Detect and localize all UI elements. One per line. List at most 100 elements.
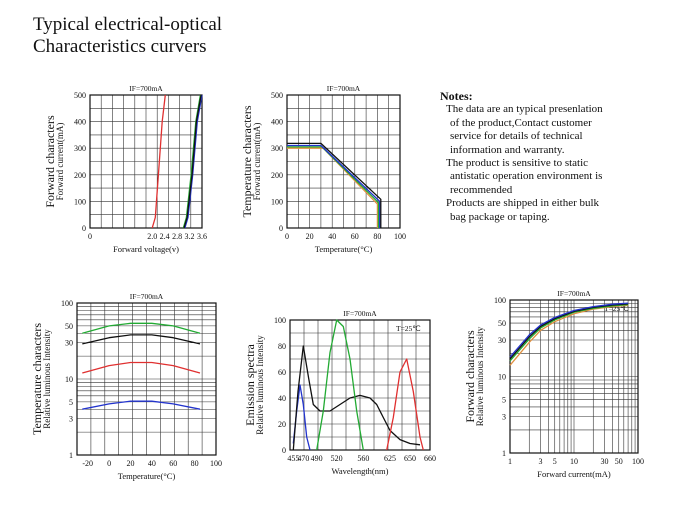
y-tick-label: 5 <box>69 398 73 407</box>
plot-frame <box>76 302 217 456</box>
series-line <box>183 94 202 229</box>
x-tick-label: 0 <box>107 459 111 468</box>
y-tick-label: 500 <box>74 91 86 100</box>
series-line <box>509 303 629 362</box>
y-tick-label: 30 <box>498 336 506 345</box>
x-tick-label: 0 <box>285 232 289 241</box>
notes-line: service for details of technical <box>450 130 583 143</box>
x-tick-label: 560 <box>357 454 369 463</box>
x-axis-label: Forward voltage(v) <box>113 244 179 254</box>
x-tick-label: 2.4 <box>160 232 170 241</box>
y-tick-label: 100 <box>61 299 73 308</box>
x-tick-label: 470 <box>297 454 309 463</box>
x-tick-label: 3.6 <box>197 232 207 241</box>
y-tick-label: 100 <box>274 316 286 325</box>
notes-line: Products are shipped in either bulk <box>446 197 600 210</box>
x-tick-label: 0 <box>88 232 92 241</box>
y-tick-label: 1 <box>69 451 73 460</box>
x-tick-label: 40 <box>328 232 336 241</box>
y-tick-label: 10 <box>498 373 506 382</box>
y-tick-label: 300 <box>74 144 86 153</box>
x-tick-label: 625 <box>384 454 396 463</box>
x-tick-label: 60 <box>351 232 359 241</box>
plot-frame <box>289 319 431 451</box>
x-tick-label: 10 <box>570 457 578 466</box>
series-line <box>287 146 380 228</box>
y-tick-label: 200 <box>271 171 283 180</box>
y-tick-label: 30 <box>65 339 73 348</box>
series-line <box>184 94 203 229</box>
x-tick-label: 2.0 <box>147 232 157 241</box>
x-tick-label: 3.2 <box>185 232 195 241</box>
y-axis-title: Temperature characters <box>30 323 44 435</box>
notes-line: information and warranty. <box>450 143 565 156</box>
y-tick-label: 3 <box>69 415 73 424</box>
chart-header: IF=700mA <box>343 309 377 318</box>
y-tick-label: 500 <box>271 91 283 100</box>
x-tick-label: 520 <box>331 454 343 463</box>
y-axis-label: Relative luminous Intensity <box>42 329 52 429</box>
series-line <box>82 322 201 334</box>
chart-note: T=25℃ <box>604 304 629 313</box>
series-line <box>151 94 166 229</box>
y-tick-label: 400 <box>271 118 283 127</box>
series-line <box>82 361 201 374</box>
plot-frame <box>89 94 203 229</box>
notes-line: The data are an typical presenlation <box>446 103 603 116</box>
series-line <box>386 358 424 451</box>
series-line <box>287 144 381 228</box>
y-axis-title: Emission spectra <box>243 344 257 426</box>
x-tick-label: 660 <box>424 454 436 463</box>
y-axis-title: Forward characters <box>43 115 57 208</box>
x-tick-label: 50 <box>615 457 623 466</box>
y-tick-label: 400 <box>74 118 86 127</box>
plot-frame <box>509 299 639 454</box>
chart-note: T=25℃ <box>396 324 421 333</box>
y-tick-label: 60 <box>278 368 286 377</box>
series-line <box>509 303 629 360</box>
y-axis-label: Relative luminous Intensity <box>255 335 265 435</box>
series-line <box>287 142 382 228</box>
y-tick-label: 20 <box>278 420 286 429</box>
y-tick-label: 0 <box>82 224 86 233</box>
series-line <box>509 304 629 366</box>
x-tick-label: 100 <box>210 459 222 468</box>
page-title: Typical electrical-optical Characteristi… <box>33 14 222 58</box>
x-axis-label: Wavelength(nm) <box>332 466 389 476</box>
y-axis-label: Relative luminous Intensity <box>475 326 485 426</box>
y-axis-label: Forward current(mA) <box>252 123 262 201</box>
x-tick-label: 40 <box>148 459 156 468</box>
y-tick-label: 40 <box>278 394 286 403</box>
y-tick-label: 300 <box>271 144 283 153</box>
y-tick-label: 0 <box>279 224 283 233</box>
y-tick-label: 50 <box>498 319 506 328</box>
chart-header: IF=700mA <box>129 84 163 93</box>
y-tick-label: 200 <box>74 171 86 180</box>
x-axis-label: Temperature(°C) <box>315 244 373 254</box>
x-tick-label: 100 <box>632 457 644 466</box>
chart-header: IF=700mA <box>327 84 361 93</box>
page-title-line-1: Typical electrical-optical <box>33 14 223 35</box>
y-tick-label: 0 <box>282 446 286 455</box>
x-tick-label: 80 <box>191 459 199 468</box>
notes-line: antistatic operation environment is <box>450 170 603 183</box>
page-title-line-2: Characteristics curvers <box>33 36 207 57</box>
y-tick-label: 1 <box>502 449 506 458</box>
y-axis-title: Temperature characters <box>240 105 254 217</box>
y-axis-title: Forward characters <box>463 330 477 423</box>
y-tick-label: 5 <box>502 396 506 405</box>
x-axis-label: Forward current(mA) <box>537 469 611 479</box>
x-tick-label: 1 <box>508 457 512 466</box>
x-tick-label: 490 <box>311 454 323 463</box>
series-line <box>316 319 364 451</box>
x-tick-label: 455 <box>287 454 299 463</box>
y-tick-label: 100 <box>271 197 283 206</box>
y-tick-label: 50 <box>65 322 73 331</box>
y-tick-label: 100 <box>74 197 86 206</box>
y-tick-label: 10 <box>65 375 73 384</box>
x-tick-label: 3 <box>539 457 543 466</box>
x-tick-label: 80 <box>373 232 381 241</box>
notes-block: Notes: The data are an typical presenlat… <box>440 89 685 224</box>
notes-line: The product is sensitive to static <box>446 157 589 170</box>
